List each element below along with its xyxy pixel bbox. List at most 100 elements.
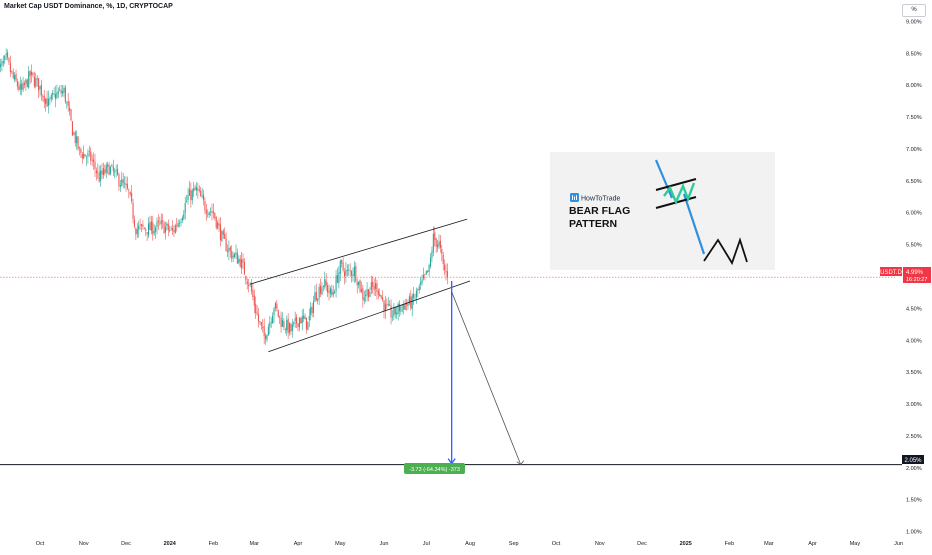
candle-body (427, 270, 429, 272)
candle-body (42, 95, 44, 97)
candle-body (283, 321, 285, 328)
candle-body (19, 83, 21, 90)
candle-body (384, 303, 386, 311)
candle-body (128, 189, 130, 191)
candle-body (291, 324, 293, 332)
candle-body (25, 79, 27, 84)
target-price-value: 2.05% (904, 458, 922, 464)
candle-body (279, 315, 281, 317)
candle-body (411, 295, 413, 309)
candle-body (273, 308, 275, 316)
y-tick-label: 8.00% (906, 83, 922, 89)
candle-body (109, 166, 112, 174)
y-tick-label: 6.00% (906, 211, 922, 217)
candle-body (38, 78, 40, 91)
candle-body (400, 306, 402, 312)
candle-body (383, 300, 385, 311)
channel-upper-line (249, 218, 468, 285)
candle-body (1, 61, 3, 66)
candle-body (391, 316, 394, 318)
candle-body (256, 312, 258, 315)
candle-body (115, 169, 117, 171)
candle-body (417, 289, 419, 291)
candle-body (193, 188, 195, 192)
candle-body (226, 250, 229, 252)
candle-body (167, 223, 169, 231)
candle-body (81, 154, 83, 159)
candle-body (143, 227, 145, 229)
candle-body (325, 280, 327, 286)
candle-body (142, 224, 144, 227)
candle-body (202, 194, 205, 201)
candle-body (437, 244, 439, 248)
candle-body (194, 187, 196, 191)
candle-body (311, 307, 313, 314)
y-tick-label: 6.50% (906, 179, 922, 185)
x-tick-label: Dec (637, 541, 647, 547)
candle-body (346, 269, 348, 271)
candle-body (12, 71, 14, 78)
x-tick-label: 2025 (680, 541, 692, 547)
currency-button[interactable]: % (902, 4, 926, 17)
candle-body (339, 260, 341, 274)
candle-body (90, 151, 92, 161)
projection-diagonal-arrowhead (516, 460, 525, 466)
candle-body (420, 281, 422, 285)
candle-body (401, 305, 403, 307)
x-tick-label: Aug (465, 541, 475, 547)
candle-body (280, 317, 282, 327)
candle-body (173, 229, 175, 232)
candle-body (359, 280, 361, 292)
last-price-value: 4.99% (906, 270, 924, 276)
candle-body (32, 72, 34, 76)
candle-body (85, 157, 88, 159)
candle-body (318, 286, 320, 298)
x-tick-label: Apr (808, 541, 817, 547)
candle-body (207, 214, 209, 216)
inset-background (550, 152, 775, 270)
candle-body (353, 266, 355, 277)
y-tick-label: 4.00% (906, 338, 922, 344)
candle-body (338, 272, 340, 283)
candle-body (98, 172, 100, 182)
candle-body (262, 327, 264, 328)
candle-body (211, 211, 213, 213)
candle-body (107, 164, 109, 167)
y-tick-label: 7.00% (906, 147, 922, 153)
candle-body (274, 302, 276, 309)
candle-body (298, 318, 300, 328)
candle-body (372, 282, 374, 287)
candle-body (198, 189, 200, 191)
candle-body (169, 230, 171, 231)
inset-brand: HowToTrade (581, 196, 621, 203)
candle-body (121, 179, 123, 186)
candle-body (442, 254, 444, 264)
candle-body (171, 228, 174, 231)
candle-body (225, 238, 227, 252)
candle-body (343, 271, 346, 277)
candle-body (341, 260, 343, 264)
candle-body (56, 92, 58, 98)
candle-body (439, 240, 441, 248)
candle-body (249, 283, 251, 285)
candle-body (356, 282, 358, 286)
drawings-layer (0, 218, 902, 466)
x-tick-label: Jun (894, 541, 903, 547)
candle-body (307, 321, 309, 331)
candle-body (150, 221, 152, 231)
candle-body (126, 183, 128, 189)
candle-body (67, 100, 69, 107)
measure-badge (404, 463, 465, 474)
candle-body (303, 315, 305, 319)
candle-body (245, 275, 247, 281)
candle-body (36, 78, 38, 80)
candle-body (46, 98, 48, 107)
candle-body (104, 169, 106, 174)
inset-title-line2: PATTERN (569, 218, 617, 230)
candle-body (294, 317, 296, 321)
x-tick-label: Dec (121, 541, 131, 547)
inset-flag-upper (655, 178, 697, 191)
candle-body (140, 224, 143, 226)
candle-body (269, 322, 271, 328)
